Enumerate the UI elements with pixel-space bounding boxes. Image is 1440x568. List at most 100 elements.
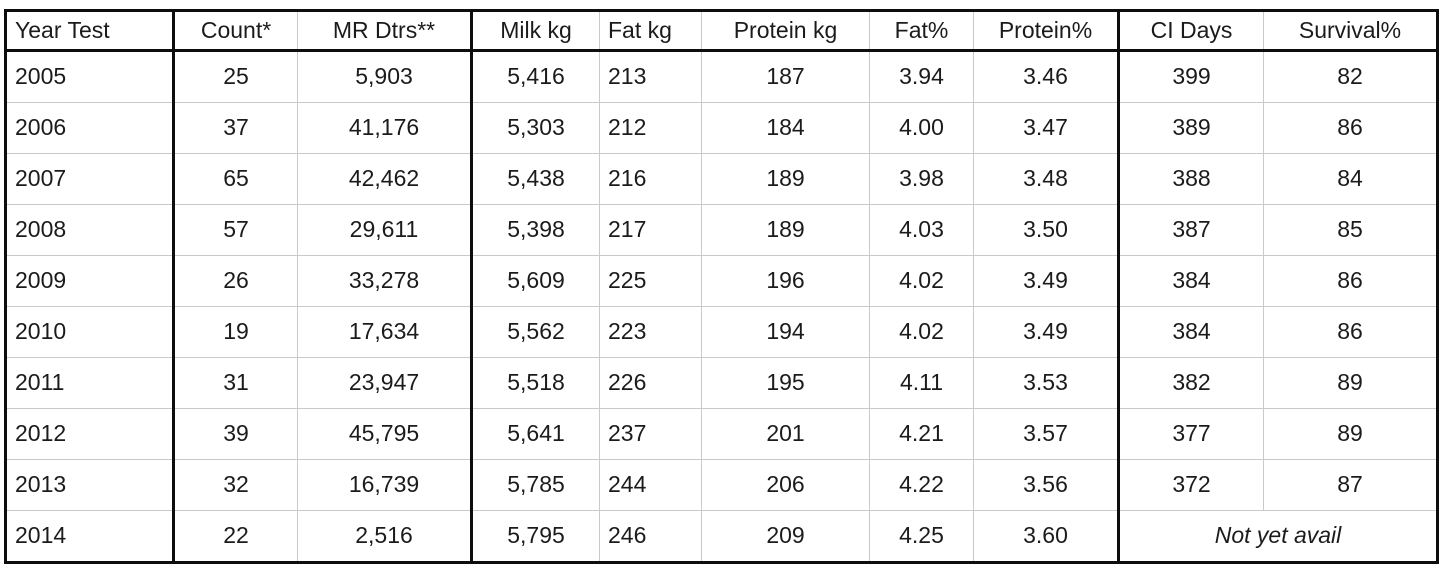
- header-cell-count: Count*: [173, 10, 298, 52]
- table-cell: 3.49: [973, 255, 1120, 307]
- table-cell: 226: [599, 357, 702, 409]
- table-cell: 84: [1263, 153, 1438, 205]
- header-cell-protein: Protein%: [973, 10, 1120, 52]
- header-cell-year-test: Year Test: [5, 10, 175, 52]
- header-row: Year Test Count* MR Dtrs** Milk kg Fat kg Pro…: [5, 10, 1438, 52]
- header-cell-protein-kg: Protein kg: [701, 10, 870, 52]
- table-cell: 237: [599, 408, 702, 460]
- not-yet-avail-cell: Not yet avail: [1118, 510, 1438, 563]
- table-cell: 5,795: [471, 510, 600, 563]
- table-cell: 389: [1118, 102, 1264, 154]
- table-cell: 87: [1263, 459, 1438, 511]
- table-cell: 2012: [5, 408, 175, 460]
- table-cell: 387: [1118, 204, 1264, 256]
- table-cell: 3.47: [973, 102, 1120, 154]
- table-row-2009: 2009 26 33,278 5,609 225 196 4.02 3.49 384 86: [5, 255, 1438, 307]
- table-cell: 388: [1118, 153, 1264, 205]
- table-row-2012: 2012 39 45,795 5,641 237 201 4.21 3.57 377 89: [5, 408, 1438, 460]
- table-cell: 37: [173, 102, 298, 154]
- table-cell: 189: [701, 153, 870, 205]
- table-cell: 212: [599, 102, 702, 154]
- table-cell: 2005: [5, 50, 175, 103]
- table-cell: 42,462: [297, 153, 473, 205]
- table-cell: 25: [173, 50, 298, 103]
- table-cell: 85: [1263, 204, 1438, 256]
- table-row-2008: 2008 57 29,611 5,398 217 189 4.03 3.50 387 85: [5, 204, 1438, 256]
- table-cell: 2006: [5, 102, 175, 154]
- table-cell: 5,641: [471, 408, 600, 460]
- table-cell: 32: [173, 459, 298, 511]
- table-row-2013: 2013 32 16,739 5,785 244 206 4.22 3.56 372 87: [5, 459, 1438, 511]
- table-cell: 65: [173, 153, 298, 205]
- table-cell: 5,398: [471, 204, 600, 256]
- header-cell-mr-dtrs: MR Dtrs**: [297, 10, 473, 52]
- table-cell: 4.02: [869, 306, 974, 358]
- table-cell: 3.49: [973, 306, 1120, 358]
- table-cell: 382: [1118, 357, 1264, 409]
- table-cell: 189: [701, 204, 870, 256]
- table-cell: 4.03: [869, 204, 974, 256]
- table-cell: 213: [599, 50, 702, 103]
- table-cell: 4.25: [869, 510, 974, 563]
- table-cell: 184: [701, 102, 870, 154]
- table-cell: 187: [701, 50, 870, 103]
- table-cell: 29,611: [297, 204, 473, 256]
- table-cell: 217: [599, 204, 702, 256]
- table-cell: 3.50: [973, 204, 1120, 256]
- table-cell: 3.48: [973, 153, 1120, 205]
- table-cell: 225: [599, 255, 702, 307]
- table-cell: 209: [701, 510, 870, 563]
- table-cell: 372: [1118, 459, 1264, 511]
- table-body: 2005 25 5,903 5,416 213 187 3.94 3.46 399 82 2006 3…: [5, 50, 1438, 563]
- table-cell: 201: [701, 408, 870, 460]
- table-cell: 3.60: [973, 510, 1120, 563]
- table-cell: 23,947: [297, 357, 473, 409]
- table-cell: 4.11: [869, 357, 974, 409]
- table-row-2011: 2011 31 23,947 5,518 226 195 4.11 3.53 382 89: [5, 357, 1438, 409]
- table-cell: 246: [599, 510, 702, 563]
- dairy-performance-table: Year Test Count* MR Dtrs** Milk kg Fat kg Pro…: [4, 9, 1439, 564]
- table-cell: 39: [173, 408, 298, 460]
- table-cell: 2010: [5, 306, 175, 358]
- table-cell: 5,903: [297, 50, 473, 103]
- table-cell: 5,609: [471, 255, 600, 307]
- table-cell: 384: [1118, 306, 1264, 358]
- table-cell: 22: [173, 510, 298, 563]
- table-cell: 3.94: [869, 50, 974, 103]
- table-cell: 5,303: [471, 102, 600, 154]
- table-cell: 41,176: [297, 102, 473, 154]
- header-cell-fat-kg: Fat kg: [599, 10, 702, 52]
- table-cell: 3.98: [869, 153, 974, 205]
- table-cell: 244: [599, 459, 702, 511]
- table-cell: 4.02: [869, 255, 974, 307]
- table-cell: 82: [1263, 50, 1438, 103]
- table-cell: 5,438: [471, 153, 600, 205]
- table-cell: 3.56: [973, 459, 1120, 511]
- table-cell: 2013: [5, 459, 175, 511]
- table-cell: 3.46: [973, 50, 1120, 103]
- table-cell: 4.00: [869, 102, 974, 154]
- table-cell: 2,516: [297, 510, 473, 563]
- table-cell: 2008: [5, 204, 175, 256]
- table-cell: 2011: [5, 357, 175, 409]
- header-cell-survival: Survival%: [1263, 10, 1438, 52]
- table-cell: 2014: [5, 510, 175, 563]
- table-cell: 377: [1118, 408, 1264, 460]
- table-cell: 206: [701, 459, 870, 511]
- table-cell: 89: [1263, 357, 1438, 409]
- table-cell: 5,518: [471, 357, 600, 409]
- table-row-2005: 2005 25 5,903 5,416 213 187 3.94 3.46 399 82: [5, 50, 1438, 103]
- header-cell-milk-kg: Milk kg: [471, 10, 600, 52]
- table-row-2014: 2014 22 2,516 5,795 246 209 4.25 3.60 Not yet av…: [5, 510, 1438, 563]
- table-cell: 384: [1118, 255, 1264, 307]
- table-cell: 57: [173, 204, 298, 256]
- table-cell: 5,785: [471, 459, 600, 511]
- table-cell: 196: [701, 255, 870, 307]
- table-cell: 4.22: [869, 459, 974, 511]
- header-cell-ci-days: CI Days: [1118, 10, 1264, 52]
- table-row-2007: 2007 65 42,462 5,438 216 189 3.98 3.48 388 84: [5, 153, 1438, 205]
- table-cell: 194: [701, 306, 870, 358]
- table-cell: 89: [1263, 408, 1438, 460]
- table-cell: 2007: [5, 153, 175, 205]
- table-cell: 4.21: [869, 408, 974, 460]
